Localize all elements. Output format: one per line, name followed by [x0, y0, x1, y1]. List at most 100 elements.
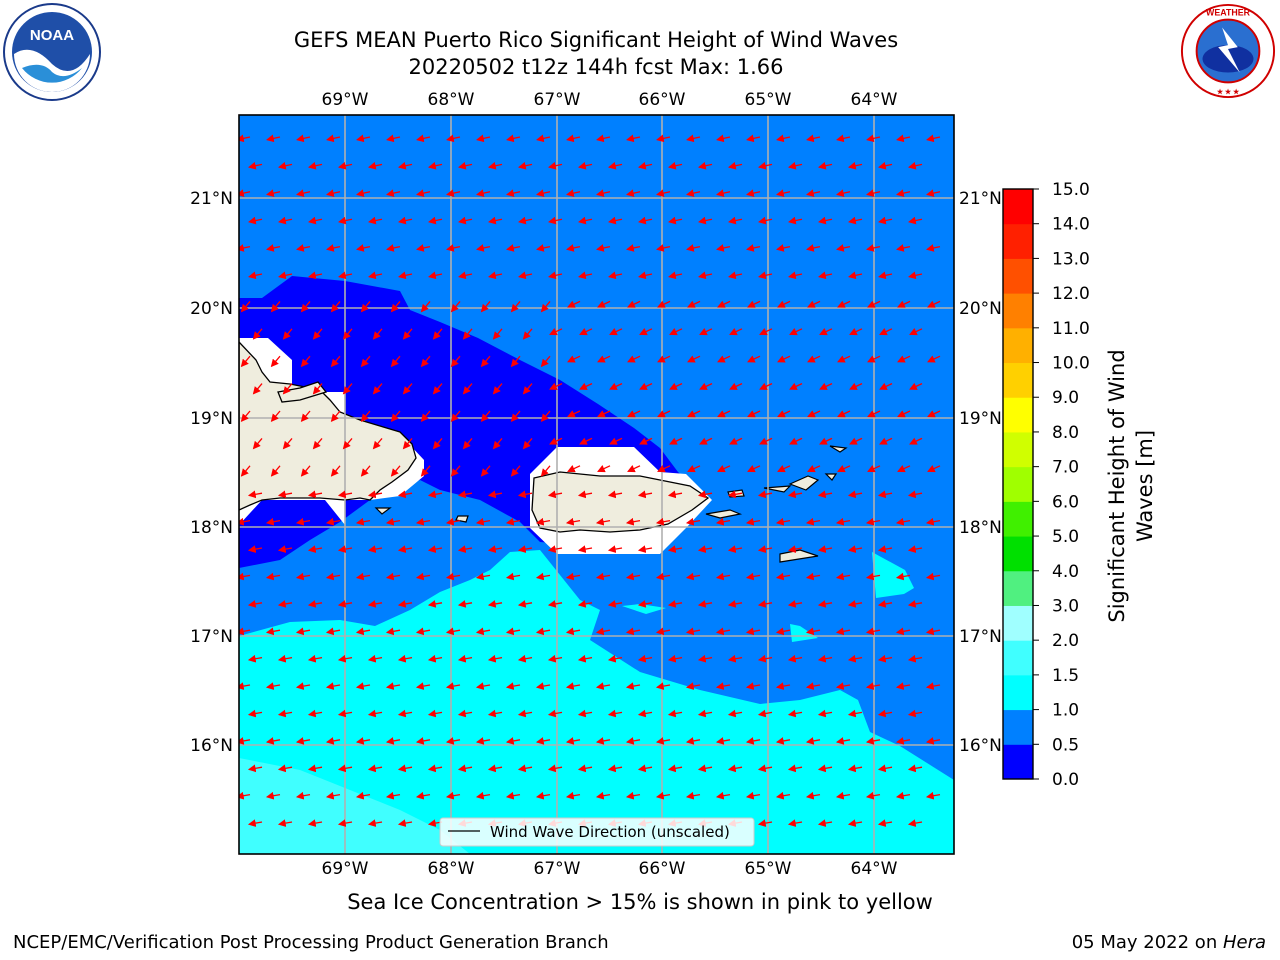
wave-direction-arrow: [547, 654, 563, 663]
colorbar: [1003, 189, 1033, 780]
wave-band-1.0-1.5-patch: [872, 552, 914, 598]
wave-direction-arrow: [565, 517, 581, 526]
wave-direction-arrow: [597, 410, 611, 418]
wave-direction-arrow: [759, 328, 773, 336]
wave-direction-arrow: [240, 410, 251, 422]
footer-credit: NCEP/EMC/Verification Post Processing Pr…: [13, 932, 609, 953]
wave-direction-arrow: [420, 410, 431, 422]
wave-direction-arrow: [805, 572, 821, 581]
wave-direction-arrow: [787, 490, 803, 499]
lat-tick-left: 21°N: [190, 189, 233, 209]
wave-direction-arrow: [639, 437, 653, 445]
wave-direction-arrow: [926, 134, 941, 143]
wave-direction-arrow: [397, 819, 413, 827]
wave-direction-arrow: [788, 271, 803, 280]
wave-direction-arrow: [549, 382, 563, 390]
wave-direction-arrow: [927, 465, 941, 473]
colorbar-tick-label: 10.0: [1052, 354, 1090, 374]
wave-direction-arrow: [817, 545, 833, 553]
wave-direction-arrow: [265, 682, 281, 690]
wave-direction-arrow: [397, 545, 413, 553]
lon-tick-bottom: 69°W: [322, 859, 369, 879]
wave-direction-arrow: [535, 791, 551, 800]
wave-direction-arrow: [390, 465, 401, 477]
wave-direction-arrow: [566, 244, 581, 252]
land-small-island: [763, 485, 792, 493]
wave-direction-arrow: [639, 328, 653, 336]
wave-direction-arrow: [505, 572, 521, 581]
wave-direction-arrow: [338, 271, 353, 280]
wave-direction-arrow: [445, 682, 461, 690]
wave-direction-arrow: [487, 709, 503, 718]
wave-direction-arrow: [282, 328, 293, 340]
wave-direction-arrow: [789, 437, 803, 445]
chart-title: GEFS MEAN Puerto Rico Significant Height…: [293, 28, 899, 52]
wave-direction-arrow: [668, 161, 683, 170]
wave-direction-arrow: [746, 189, 761, 197]
lat-tick-right: 19°N: [959, 409, 1002, 429]
wave-direction-arrow: [927, 410, 941, 418]
wave-direction-arrow: [385, 517, 401, 526]
wave-direction-arrow: [252, 437, 263, 450]
wave-direction-arrow: [656, 244, 671, 252]
wave-direction-arrow: [420, 465, 431, 477]
wave-direction-arrow: [686, 244, 701, 252]
wave-direction-arrow: [420, 300, 431, 313]
wave-direction-arrow: [877, 819, 893, 827]
wave-direction-arrow: [330, 410, 341, 422]
wave-direction-arrow: [517, 490, 533, 499]
wave-direction-arrow: [277, 545, 293, 553]
wave-direction-arrow: [836, 244, 851, 252]
land-small-island: [829, 445, 848, 453]
wave-direction-arrow: [415, 682, 431, 690]
wave-direction-arrow: [698, 271, 713, 280]
wave-direction-arrow: [835, 517, 851, 526]
lon-tick-bottom: 68°W: [428, 859, 475, 879]
wave-direction-arrow: [697, 600, 713, 608]
wave-direction-arrow: [849, 437, 863, 445]
wave-direction-arrow: [685, 517, 701, 526]
wave-direction-arrow: [510, 410, 521, 422]
wave-direction-arrow: [849, 382, 863, 390]
wave-direction-arrow: [717, 355, 731, 363]
wave-direction-arrow: [625, 791, 641, 800]
colorbar-tick-label: 14.0: [1052, 215, 1090, 235]
wave-direction-arrow: [266, 189, 281, 197]
wave-direction-arrow: [727, 600, 743, 608]
wave-direction-arrow: [265, 517, 281, 526]
wave-direction-arrow: [745, 627, 761, 636]
wave-direction-arrow: [462, 437, 473, 450]
wave-direction-arrow: [625, 572, 641, 581]
wave-direction-arrow: [385, 682, 401, 690]
wave-direction-arrow: [462, 383, 473, 395]
lat-tick-right: 18°N: [959, 518, 1002, 538]
lon-tick-top: 67°W: [534, 90, 581, 110]
wave-direction-arrow: [715, 791, 731, 800]
wave-direction-arrow: [240, 465, 251, 477]
wave-direction-arrow: [657, 410, 671, 418]
wave-direction-arrow: [716, 244, 731, 252]
wave-direction-arrow: [607, 764, 623, 773]
wave-direction-arrow: [547, 600, 563, 608]
lat-tick-right: 17°N: [959, 627, 1002, 647]
wave-direction-arrow: [607, 709, 623, 718]
wave-direction-arrow: [607, 600, 623, 608]
wave-direction-arrow: [667, 709, 683, 718]
wave-direction-arrow: [757, 654, 773, 663]
wave-direction-arrow: [277, 819, 293, 827]
wave-direction-arrow: [867, 465, 881, 473]
wave-direction-arrow: [925, 791, 941, 800]
wind-wave-direction-arrows: [239, 134, 941, 827]
wave-direction-arrow: [457, 654, 473, 663]
wave-direction-arrow: [656, 189, 671, 197]
chart-subtitle: 20220502 t12z 144h fcst Max: 1.66: [408, 55, 784, 79]
wave-direction-arrow: [595, 572, 611, 581]
wave-direction-arrow: [669, 437, 683, 445]
wave-direction-arrow: [397, 764, 413, 773]
wave-direction-arrow: [505, 627, 521, 636]
wave-direction-arrow: [728, 161, 743, 170]
wave-direction-arrow: [480, 410, 491, 422]
colorbar-segment: [1003, 570, 1033, 606]
wave-direction-arrow: [577, 600, 593, 608]
